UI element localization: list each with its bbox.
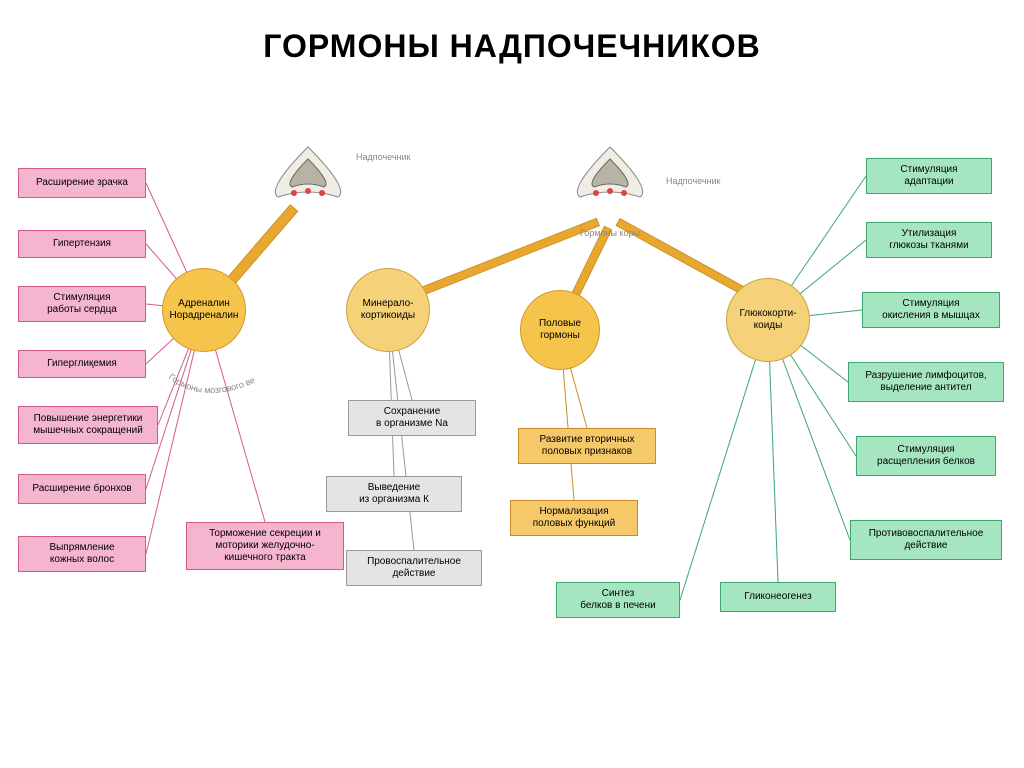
effect-box: Стимуляция адаптации [866, 158, 992, 194]
hormone-circle: Глюкокорти- коиды [726, 278, 810, 362]
effect-box: Синтез белков в печени [556, 582, 680, 618]
hormone-circle: Минерало- кортикоиды [346, 268, 430, 352]
effect-box: Повышение энергетики мышечных сокращений [18, 406, 158, 444]
effect-box: Стимуляция окисления в мышцах [862, 292, 1000, 328]
hormone-circle: Адреналин Норадреналин [162, 268, 246, 352]
effect-box: Утилизация глюкозы тканями [866, 222, 992, 258]
effect-box: Противовоспалительное действие [850, 520, 1002, 560]
effect-box: Сохранение в организме Na [348, 400, 476, 436]
effect-box: Расширение бронхов [18, 474, 146, 504]
effect-box: Стимуляция работы сердца [18, 286, 146, 322]
adrenal-label: Надпочечник [666, 176, 720, 186]
effect-box: Провоспалительное действие [346, 550, 482, 586]
effect-box: Выпрямление кожных волос [18, 536, 146, 572]
diagram-canvas: Надпочечник Надпочечник Гормоны коры Адрена… [0, 0, 1024, 768]
adrenal-label: Надпочечник [356, 152, 410, 162]
cortex-label: Гормоны коры [580, 228, 640, 238]
effect-box: Нормализация половых функций [510, 500, 638, 536]
effect-box: Гипертензия [18, 230, 146, 258]
effect-box: Расширение зрачка [18, 168, 146, 198]
effect-box: Торможение секреции и моторики желудочно… [186, 522, 344, 570]
hormone-circle: Половые гормоны [520, 290, 600, 370]
effect-box: Гликонеогенез [720, 582, 836, 612]
effect-box: Гиперглиқемия [18, 350, 146, 378]
effect-box: Выведение из организма К [326, 476, 462, 512]
effect-box: Развитие вторичных половых признаков [518, 428, 656, 464]
effect-box: Стимуляция расщепления белков [856, 436, 996, 476]
effect-box: Разрушение лимфоцитов, выделение антител [848, 362, 1004, 402]
